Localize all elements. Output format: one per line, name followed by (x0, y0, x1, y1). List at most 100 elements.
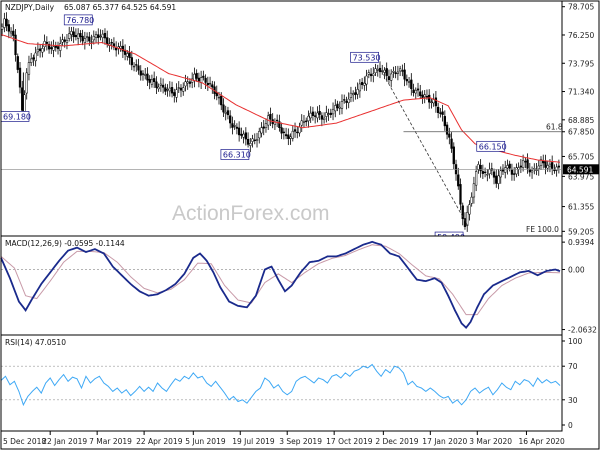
candle-body (65, 39, 69, 44)
candle-body (23, 94, 26, 112)
candle-body (508, 163, 511, 169)
candle-body (376, 69, 379, 71)
candle-body (457, 174, 460, 187)
candle-body (30, 58, 33, 63)
y-tick-label: 76.250 (568, 31, 594, 40)
candle-body (513, 173, 516, 175)
candle-body (249, 143, 252, 146)
candle-body (479, 165, 482, 172)
x-tick-label: 17 Oct 2019 (326, 437, 373, 446)
candle-body (322, 117, 326, 120)
candle-body (358, 83, 362, 92)
y-tick-label: 100 (568, 337, 583, 346)
candle-body (510, 169, 514, 175)
rsi-panel: 100 70 30 0 RSI(14) 47.0510 (0, 334, 583, 432)
candle-body (224, 112, 227, 114)
fe-100-label: FE 100.0 (526, 225, 559, 234)
candle-body (481, 171, 485, 174)
candle-body (410, 79, 413, 90)
candles (0, 12, 561, 232)
candle-body (32, 57, 35, 60)
candle-body (280, 127, 283, 134)
candle-body (148, 78, 151, 83)
candle-body (539, 159, 543, 166)
y-tick-label: 68.885 (568, 116, 594, 125)
candle-body (258, 131, 261, 139)
candle-body (396, 71, 400, 74)
candle-body (528, 169, 531, 173)
macd-signal-line (0, 244, 560, 316)
fib-61-8-label: 61.8 (546, 123, 563, 132)
candle-body (291, 130, 294, 139)
candle-body (161, 84, 165, 88)
candle-body (233, 125, 236, 127)
y-tick-label: 65.705 (568, 152, 594, 161)
candle-body (97, 34, 100, 38)
price-annotation-box (63, 14, 93, 26)
candle-body (548, 163, 552, 167)
candle-body (414, 90, 417, 94)
candle-body (338, 106, 341, 109)
candle-body (374, 68, 377, 73)
candle-body (197, 77, 201, 82)
candle-body (468, 204, 471, 215)
candle-body (284, 134, 288, 137)
candle-body (352, 93, 355, 96)
candle-body (452, 146, 455, 165)
candle-body (38, 48, 42, 51)
x-tick-label: 3 Sep 2019 (279, 437, 322, 446)
candle-body (412, 89, 415, 93)
candle-body (334, 105, 337, 112)
candle-body (85, 36, 89, 38)
candle-body (72, 31, 75, 38)
candle-body (419, 91, 422, 96)
macd-title: MACD(12,26,9) -0.0595 -0.1144 (5, 239, 125, 248)
x-tick-label: 16 Apr 2020 (518, 437, 565, 446)
candle-body (544, 161, 547, 168)
candle-body (21, 87, 24, 111)
candle-body (499, 170, 502, 178)
candle-body (43, 41, 46, 47)
candle-body (526, 159, 529, 169)
x-tick-label: 5 Jun 2019 (185, 437, 226, 446)
candle-body (135, 64, 138, 66)
candle-body (12, 30, 15, 36)
y-tick-label: 73.795 (568, 59, 594, 68)
candle-body (155, 81, 158, 88)
candle-body (211, 84, 214, 88)
candle-body (365, 75, 368, 85)
price-annotation-box (220, 149, 250, 160)
candle-body (179, 87, 183, 91)
candle-body (378, 67, 382, 73)
candle-body (524, 161, 527, 163)
candle-body (428, 94, 431, 103)
candle-body (461, 205, 464, 219)
candle-body (486, 174, 489, 176)
macd-main-line (0, 240, 561, 330)
candle-body (492, 171, 496, 178)
candle-body (103, 32, 107, 39)
candle-body (275, 119, 279, 122)
last-price-value: 64.591 (567, 165, 593, 174)
candle-body (557, 165, 561, 168)
candle-body (515, 167, 518, 175)
candle-body (300, 120, 303, 126)
candle-body (153, 78, 156, 83)
candle-body (88, 36, 91, 42)
candle-body (325, 112, 328, 117)
price-annotation-box (476, 140, 506, 152)
candle-body (251, 138, 254, 142)
candle-body (139, 70, 142, 76)
candle-body (9, 31, 13, 34)
candle-body (542, 160, 545, 164)
candle-body (76, 33, 80, 39)
y-tick-label: 59.205 (568, 227, 594, 236)
candle-body (208, 82, 212, 85)
candle-body (182, 87, 185, 92)
candle-body (115, 47, 118, 51)
candle-body (360, 82, 364, 86)
candle-body (331, 108, 335, 115)
candle-body (34, 52, 37, 62)
